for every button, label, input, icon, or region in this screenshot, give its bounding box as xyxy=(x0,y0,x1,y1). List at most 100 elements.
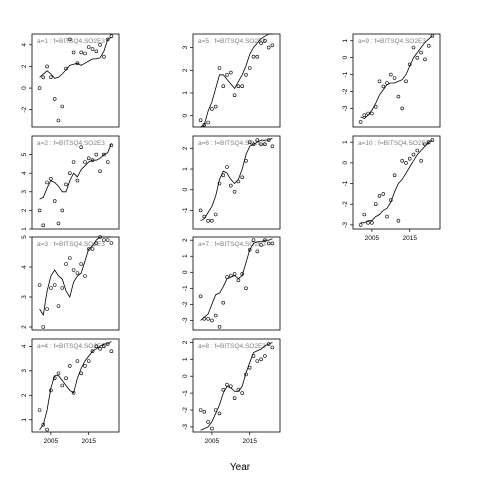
data-point xyxy=(206,420,210,424)
data-point xyxy=(60,383,65,388)
fitted-line xyxy=(39,341,112,430)
data-point xyxy=(213,104,218,109)
data-point xyxy=(83,51,87,56)
panel-frame xyxy=(31,33,120,128)
data-point xyxy=(86,156,91,161)
data-point xyxy=(255,359,260,363)
data-point xyxy=(419,50,423,55)
panel-frame xyxy=(352,33,441,128)
data-point xyxy=(396,218,401,223)
data-point xyxy=(86,247,91,251)
data-point xyxy=(229,70,233,75)
x-tick-label: 2005 xyxy=(205,438,220,445)
data-point xyxy=(266,342,271,346)
data-point xyxy=(210,426,214,431)
y-tick-label: 2 xyxy=(21,64,28,68)
y-tick-label: 1 xyxy=(182,254,189,258)
data-point xyxy=(266,138,271,142)
fitted-line xyxy=(200,238,273,321)
data-point xyxy=(64,262,68,266)
data-point xyxy=(430,138,435,142)
data-point xyxy=(370,221,374,225)
data-point xyxy=(385,81,389,85)
data-point xyxy=(79,262,83,266)
data-point xyxy=(247,140,252,144)
y-tick-label: 2 xyxy=(21,393,28,397)
y-tick-label: 0 xyxy=(21,86,28,90)
y-tick-label: 3 xyxy=(21,295,28,299)
data-point xyxy=(213,408,218,412)
y-tick-label: -2 xyxy=(342,201,349,207)
y-tick-label: 1 xyxy=(182,357,189,361)
panel-9: a=9 : f=BITSQ4.SO2E3 -3 -2 -1 0 1 xyxy=(342,33,441,128)
data-point xyxy=(109,349,114,354)
data-point xyxy=(251,54,256,59)
y-tick-label: -3 xyxy=(182,424,189,430)
data-point xyxy=(396,94,401,99)
data-point xyxy=(411,152,416,157)
data-point xyxy=(225,165,229,169)
fitted-line xyxy=(360,139,433,224)
data-point xyxy=(98,169,102,174)
y-tick-label: 0 xyxy=(342,55,349,59)
y-tick-label: 2 xyxy=(182,146,189,150)
data-point xyxy=(377,194,382,198)
panel-10: a=10 : f=BITSQ4.SO2E3 -3 -2 -1 0 1 2005 2015 xyxy=(342,135,441,242)
y-tick-label: 2 xyxy=(182,340,189,344)
data-point xyxy=(415,55,420,60)
panel-frame xyxy=(192,338,281,433)
panel-title: a=6 : f=BITSQ4.SO2E3 xyxy=(198,140,266,147)
data-point xyxy=(255,54,260,59)
y-tick-label: 0 xyxy=(182,374,189,378)
x-tick-label: 2015 xyxy=(403,235,418,242)
x-tick-label: 2005 xyxy=(44,438,59,445)
panel-title: a=7 : f=BITSQ4.SO2E3 xyxy=(198,241,266,248)
data-point xyxy=(430,33,435,38)
data-point xyxy=(358,223,363,227)
data-point xyxy=(68,37,72,42)
data-point xyxy=(83,364,87,368)
y-tick-label: 0 xyxy=(182,270,189,274)
data-point xyxy=(263,38,267,43)
panel-frame xyxy=(192,135,281,230)
data-point xyxy=(270,241,275,246)
y-tick-label: 3 xyxy=(182,45,189,49)
data-point xyxy=(198,118,203,122)
data-point xyxy=(98,42,102,47)
data-point xyxy=(259,357,263,362)
data-point xyxy=(41,75,46,80)
data-point xyxy=(79,145,83,149)
y-tick-label: 0 xyxy=(342,161,349,165)
data-point xyxy=(49,177,53,181)
y-tick-label: -3 xyxy=(182,317,189,323)
x-tick-label: 2015 xyxy=(82,438,97,445)
data-point xyxy=(358,120,363,124)
panel-frame xyxy=(192,236,281,331)
data-point xyxy=(370,111,374,116)
data-point xyxy=(411,45,416,50)
data-point xyxy=(400,159,405,163)
panel-title: a=1 : f=BITSQ4.SO2E3 xyxy=(37,38,105,45)
panel-4: a=4 : f=BITSQ4.SO2E3 1 2 3 4 2005 2015 xyxy=(21,338,120,445)
data-point xyxy=(415,148,420,153)
y-tick-label: 1 xyxy=(182,167,189,171)
data-point xyxy=(366,111,370,116)
panel-title: a=3 : f=BITSQ4.SO2E3 xyxy=(37,241,105,248)
y-tick-label: 2 xyxy=(21,208,28,212)
data-point xyxy=(71,50,76,55)
data-point xyxy=(392,76,397,80)
data-point xyxy=(75,359,80,363)
x-axis-title: Year xyxy=(230,462,251,473)
data-point xyxy=(109,241,114,245)
data-point xyxy=(56,221,61,226)
data-point xyxy=(236,387,241,392)
data-point xyxy=(266,45,271,50)
y-tick-label: 4 xyxy=(21,171,28,175)
data-point xyxy=(407,62,412,67)
y-tick-label: -2 xyxy=(182,301,189,307)
y-tick-label: 1 xyxy=(182,91,189,95)
data-point xyxy=(68,256,72,260)
y-tick-label: 3 xyxy=(21,369,28,373)
data-point xyxy=(404,79,408,84)
